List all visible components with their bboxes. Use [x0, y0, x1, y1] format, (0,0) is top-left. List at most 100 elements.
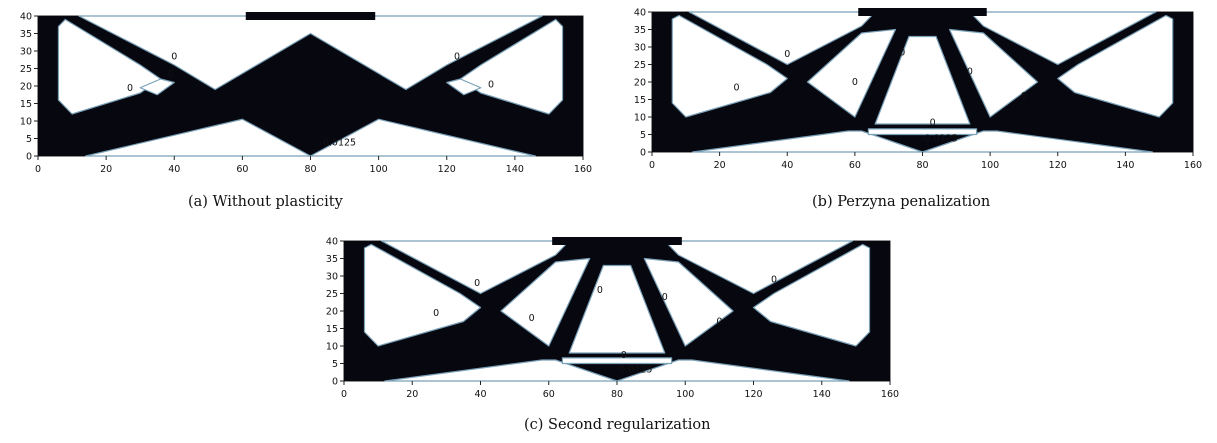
- panel-a: 0 20 40 60 80 100 120 140 160 0 5 10 15 20 25 30 35 40 0 0 0…: [10, 10, 600, 188]
- contour-label: 0: [529, 313, 535, 324]
- contour-label: 0: [488, 79, 494, 90]
- y-tick-label: 25: [326, 289, 338, 300]
- x-tick-label: 100: [370, 164, 388, 175]
- contour-label: 0: [1021, 91, 1027, 102]
- x-tick-label: 100: [981, 160, 999, 171]
- x-tick-label: 140: [1116, 160, 1134, 171]
- load-block: [552, 237, 682, 245]
- contour-label: 0: [662, 292, 668, 303]
- x-tick-label: 0: [35, 164, 41, 175]
- caption-a: (a) Without plasticity: [188, 194, 343, 210]
- x-tick-label: 80: [916, 160, 928, 171]
- y-tick-label: 15: [634, 95, 646, 106]
- y-tick-label: 40: [326, 237, 338, 248]
- x-tick-label: 100: [676, 389, 694, 400]
- void-inner-triangle: [874, 35, 971, 125]
- contour-label: -0.0125: [319, 138, 356, 149]
- y-tick-label: 25: [634, 60, 646, 71]
- y-tick-label: 0: [640, 148, 646, 159]
- void-left-triangle: [671, 14, 788, 118]
- contour-label: 0: [433, 308, 439, 319]
- void-mid-right: [948, 28, 1039, 118]
- void-small-left: [139, 78, 175, 96]
- plot-a: 0 20 40 60 80 100 120 140 1600510152025303540000…: [20, 12, 592, 176]
- void-lower-left: [384, 359, 618, 382]
- void-center-left: [688, 11, 876, 66]
- void-center-left: [380, 240, 570, 295]
- void-mid-left: [806, 28, 897, 118]
- contour-label: 0: [784, 49, 790, 60]
- contour-label: 0: [171, 51, 177, 62]
- void-lower-right: [921, 130, 1154, 153]
- void-mid-left: [500, 257, 591, 347]
- contour-label: 0: [168, 69, 174, 80]
- y-tick-label: 30: [634, 43, 646, 54]
- contour-label: 0: [967, 67, 973, 78]
- x-tick-label: 80: [611, 389, 623, 400]
- panel-b: 0 20 40 60 80 100 120 140 160 0 5 10 15 20 25 30 35 40 0 0 0…: [620, 6, 1214, 184]
- y-tick-label: 5: [332, 359, 338, 370]
- y-tick-label: 20: [20, 82, 32, 93]
- x-tick-label: 20: [100, 164, 112, 175]
- x-tick-label: 160: [881, 389, 899, 400]
- panel-c: 0 20 40 60 80 100 120 140 160 0 5 10 15 20 25 30 35 40 0 0 0…: [316, 235, 906, 413]
- x-tick-label: 160: [1184, 160, 1202, 171]
- y-tick-label: 15: [326, 324, 338, 335]
- x-tick-label: 160: [574, 164, 592, 175]
- void-center-right: [664, 240, 854, 295]
- y-tick-label: 5: [26, 134, 32, 145]
- x-tick-label: 60: [543, 389, 555, 400]
- x-tick-label: 0: [649, 160, 655, 171]
- contour-label: 0: [899, 47, 905, 58]
- contour-label: -0.0125: [921, 134, 958, 145]
- y-tick-label: 15: [20, 99, 32, 110]
- void-right-triangle: [1057, 14, 1174, 118]
- x-tick-label: 20: [406, 389, 418, 400]
- y-tick-label: 5: [640, 130, 646, 141]
- void-right-triangle: [752, 243, 871, 347]
- void-center-right: [969, 11, 1157, 66]
- y-tick-label: 35: [20, 29, 32, 40]
- contour-label: 0: [852, 77, 858, 88]
- y-tick-label: 35: [634, 25, 646, 36]
- x-tick-label: 120: [744, 389, 762, 400]
- y-tick-label: 20: [634, 78, 646, 89]
- void-left-triangle: [363, 243, 482, 347]
- contour-label: 0: [474, 278, 480, 289]
- x-tick-label: 120: [1049, 160, 1067, 171]
- x-tick-label: 20: [714, 160, 726, 171]
- y-tick-label: 20: [326, 307, 338, 318]
- void-center-top: [78, 15, 543, 91]
- y-tick-label: 30: [20, 47, 32, 58]
- contour-label: 0: [716, 317, 722, 328]
- x-tick-label: 60: [849, 160, 861, 171]
- load-block: [858, 8, 987, 16]
- void-lower-right: [309, 118, 536, 157]
- x-tick-label: 40: [781, 160, 793, 171]
- contour-label: -0.0125: [616, 364, 653, 375]
- y-tick-label: 30: [326, 272, 338, 283]
- load-block: [245, 12, 376, 20]
- contour-label: 0: [771, 275, 777, 286]
- x-tick-label: 140: [506, 164, 524, 175]
- y-tick-label: 40: [634, 8, 646, 19]
- void-lower-middle: [867, 128, 978, 136]
- x-tick-label: 80: [304, 164, 316, 175]
- y-tick-label: 10: [20, 117, 32, 128]
- contour-label: 0: [127, 83, 133, 94]
- void-lower-left: [85, 118, 312, 157]
- y-tick-label: 0: [332, 377, 338, 388]
- x-tick-label: 120: [438, 164, 456, 175]
- contour-label: 0: [930, 117, 936, 128]
- y-tick-label: 10: [634, 113, 646, 124]
- void-lower-right: [616, 359, 850, 382]
- void-inner-triangle: [568, 264, 666, 354]
- y-tick-label: 40: [20, 12, 32, 23]
- caption-c: (c) Second regularization: [524, 417, 711, 433]
- contour-label: 0: [454, 51, 460, 62]
- x-tick-label: 140: [813, 389, 831, 400]
- void-small-right: [446, 78, 482, 96]
- contour-label: 0: [1075, 54, 1081, 65]
- y-tick-label: 0: [26, 152, 32, 163]
